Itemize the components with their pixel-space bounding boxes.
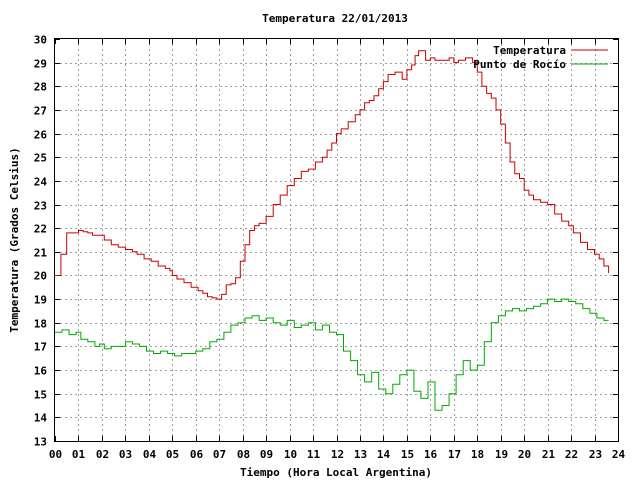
x-tick-label: 06 [190, 448, 204, 461]
series-line-0 [55, 50, 610, 300]
y-tick-label: 22 [34, 223, 47, 236]
series-line-1 [55, 298, 609, 411]
x-tick-label: 19 [495, 448, 508, 461]
y-tick-label: 14 [34, 412, 48, 425]
x-tick-label: 23 [589, 448, 602, 461]
x-tick-label: 17 [448, 448, 461, 461]
x-tick-label: 21 [542, 448, 556, 461]
y-axis-label: Temperatura (Grados Celsius) [8, 147, 21, 332]
y-tick-label: 29 [34, 58, 47, 71]
x-tick-label: 11 [307, 448, 321, 461]
x-tick-label: 10 [284, 448, 297, 461]
legend-label: Punto de Rocío [473, 58, 566, 71]
y-tick-label: 13 [34, 436, 47, 449]
x-tick-label: 16 [424, 448, 438, 461]
y-tick-label: 24 [34, 176, 48, 189]
y-tick-label: 16 [34, 365, 48, 378]
x-tick-label: 13 [354, 448, 367, 461]
x-tick-label: 09 [260, 448, 273, 461]
x-tick-label: 08 [237, 448, 250, 461]
y-tick-label: 23 [34, 200, 47, 213]
y-tick-label: 28 [34, 81, 47, 94]
x-tick-label: 15 [401, 448, 414, 461]
x-axis-label: Tiempo (Hora Local Argentina) [240, 466, 432, 479]
y-tick-label: 30 [34, 34, 47, 47]
grid [55, 39, 618, 441]
y-tick-label: 19 [34, 294, 47, 307]
y-tick-label: 26 [34, 129, 48, 142]
x-tick-label: 24 [612, 448, 626, 461]
x-tick-label: 05 [166, 448, 179, 461]
x-tick-label: 20 [518, 448, 531, 461]
x-tick-label: 01 [72, 448, 86, 461]
x-tick-label: 14 [377, 448, 391, 461]
chart-title: Temperatura 22/01/2013 [262, 12, 408, 25]
x-tick-label: 18 [471, 448, 484, 461]
y-tick-label: 20 [34, 270, 47, 283]
y-tick-label: 21 [34, 247, 48, 260]
plot-frame [54, 38, 619, 442]
plot-series [55, 50, 610, 411]
x-tick-label: 22 [565, 448, 578, 461]
y-tick-label: 17 [34, 341, 47, 354]
x-tick-label: 07 [213, 448, 226, 461]
y-tick-label: 25 [34, 152, 47, 165]
x-tick-label: 04 [143, 448, 157, 461]
legend-label: Temperatura [493, 44, 566, 57]
y-tick-label: 18 [34, 318, 47, 331]
y-tick-label: 27 [34, 105, 47, 118]
y-tick-label: 15 [34, 389, 47, 402]
x-tick-label: 12 [331, 448, 344, 461]
axis-ticks: 13 14 15 16 17 18 19 20 21 22 23 24 25 26 27 28 29 30 00 01… [34, 34, 626, 462]
x-tick-label: 03 [119, 448, 132, 461]
x-tick-label: 00 [49, 448, 62, 461]
x-tick-label: 02 [96, 448, 109, 461]
